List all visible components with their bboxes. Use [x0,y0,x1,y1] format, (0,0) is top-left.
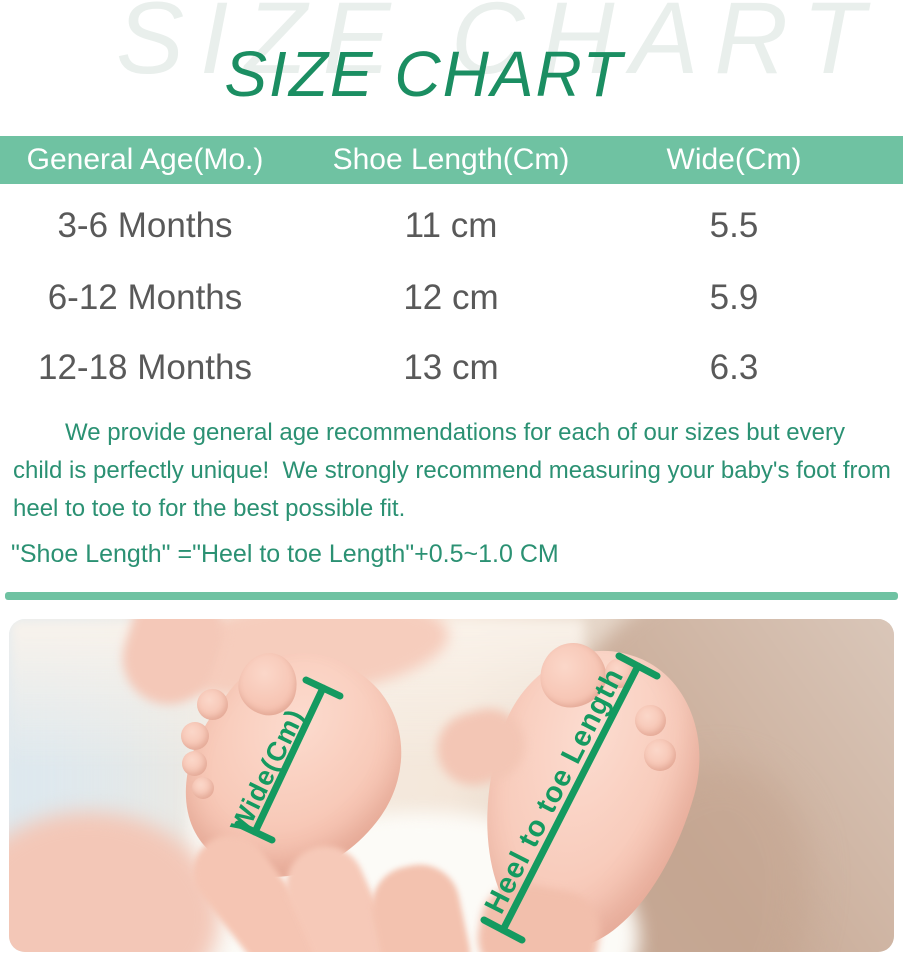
table-row: 3-6 Months 11 cm 5.5 [0,203,903,249]
cell-length: 12 cm [403,278,499,317]
cell-wide: 5.5 [709,206,759,245]
cell-length: 11 cm [404,206,498,245]
right-foot-toe [635,705,666,736]
table-row: 6-12 Months 12 cm 5.9 [0,275,903,321]
left-foot-toe [192,777,214,799]
left-foot-toe [197,689,228,720]
length-measure-line [480,652,661,944]
table-header-row: General Age(Mo.) Shoe Length(Cm) Wide(Cm… [0,136,903,184]
cell-wide: 6.3 [709,348,759,387]
baby-feet-photo: Wide(Cm) Heel to toe Length [9,619,894,952]
cell-age: 12-18 Months [37,348,253,387]
size-recommendation-note: We provide general age recommendations f… [13,419,898,522]
cell-wide: 5.9 [709,278,759,317]
cell-age: 3-6 Months [57,206,233,245]
left-foot-toe [182,751,207,776]
header-shoe-length: Shoe Length(Cm) [332,143,570,176]
right-foot-toe [644,739,676,771]
section-divider [5,592,898,600]
width-measure-line [234,676,344,844]
shoe-length-formula: "Shoe Length" ="Heel to toe Length"+0.5~… [11,540,559,568]
measurement-lines [234,652,661,944]
title-watermark: SIZE CHART [116,0,881,95]
cell-age: 6-12 Months [47,278,243,317]
table-row: 12-18 Months 13 cm 6.3 [0,345,903,391]
header-general-age: General Age(Mo.) [26,143,264,176]
header-wide: Wide(Cm) [666,143,802,176]
left-foot-toe [181,722,209,750]
cell-length: 13 cm [403,348,499,387]
page-title: SIZE CHART [224,38,624,110]
